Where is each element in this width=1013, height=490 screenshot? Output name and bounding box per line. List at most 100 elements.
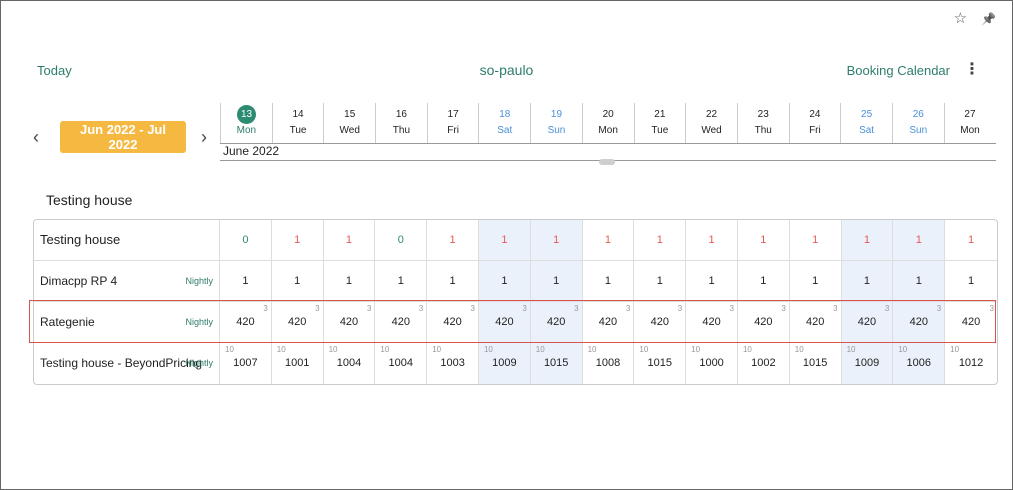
grid-cell[interactable]: 1 (583, 261, 635, 301)
grid-cell[interactable]: 0 (220, 220, 272, 260)
star-icon[interactable]: ☆ (953, 10, 968, 27)
section-title: Testing house (46, 192, 133, 208)
grid-cell[interactable]: 1004 10 (375, 343, 428, 384)
more-menu-icon[interactable]: ⋮ (964, 61, 980, 78)
grid-cell[interactable]: 420 3 (893, 302, 946, 342)
grid-cell[interactable]: 420 3 (738, 302, 790, 342)
day-header-23[interactable]: 23 Thu (736, 103, 789, 143)
min-stay-value: 3 (833, 304, 838, 313)
grid-cell[interactable]: 1 (841, 220, 894, 260)
row-name: Dimacpp RP 4 (40, 274, 118, 288)
grid-cell[interactable]: 420 3 (272, 302, 324, 342)
grid-cell[interactable]: 1015 10 (634, 343, 687, 384)
grid-cell[interactable]: 1 (686, 220, 738, 260)
chevron-right-icon[interactable]: › (201, 127, 207, 147)
cell-value: 1 (915, 234, 922, 246)
grid-cell[interactable]: 1 (427, 220, 479, 260)
grid-cell[interactable]: 420 3 (427, 302, 479, 342)
grid-cell[interactable]: 420 3 (530, 302, 583, 342)
day-header-25[interactable]: 25 Sat (840, 103, 892, 143)
grid-cell[interactable]: 1 (478, 261, 531, 301)
grid-cell[interactable]: 1 (634, 220, 687, 260)
day-header-17[interactable]: 17 Fri (426, 103, 479, 143)
day-header-13[interactable]: 13 Mon (220, 103, 272, 143)
chevron-left-icon[interactable]: ‹ (33, 127, 39, 147)
today-button[interactable]: Today (37, 63, 72, 78)
grid-cell[interactable]: 0 (375, 220, 428, 260)
grid-cell[interactable]: 1 (478, 220, 531, 260)
day-header-20[interactable]: 20 Mon (581, 103, 634, 143)
cell-value: 1002 (751, 357, 776, 369)
date-range-button[interactable]: Jun 2022 - Jul 2022 (60, 121, 186, 153)
grid-cell[interactable]: 1 (634, 261, 687, 301)
grid-cell[interactable]: 1 (375, 261, 428, 301)
cell-value: 1008 (595, 357, 621, 369)
grid-cell[interactable]: 1 (220, 261, 272, 301)
day-of-week: Sun (909, 125, 928, 136)
grid-cell[interactable]: 420 3 (634, 302, 687, 342)
day-number: 17 (447, 109, 459, 120)
grid-cell[interactable]: 420 3 (945, 302, 997, 342)
grid-cell[interactable]: 1 (945, 261, 997, 301)
grid-cell[interactable]: 1 (738, 220, 790, 260)
grid-cell[interactable]: 1012 10 (945, 343, 997, 384)
day-header-24[interactable]: 24 Fri (788, 103, 841, 143)
scroll-handle[interactable] (599, 159, 615, 165)
grid-cell[interactable]: 1 (790, 220, 842, 260)
grid-cell[interactable]: 1004 10 (324, 343, 376, 384)
day-header-19[interactable]: 19 Sun (530, 103, 582, 143)
grid-cell[interactable]: 1 (790, 261, 842, 301)
day-header-27[interactable]: 27 Mon (943, 103, 996, 143)
grid-cell[interactable]: 1 (324, 261, 376, 301)
grid-cell[interactable]: 1002 10 (738, 343, 790, 384)
grid-cell[interactable]: 420 3 (686, 302, 738, 342)
grid-cell[interactable]: 1006 10 (893, 343, 946, 384)
rate-type-tag: Nightly (185, 358, 213, 368)
grid-cell[interactable]: 1000 10 (686, 343, 738, 384)
grid-cell[interactable]: 1 (530, 261, 583, 301)
day-header-16[interactable]: 16 Thu (375, 103, 427, 143)
grid-cell[interactable]: 1009 10 (841, 343, 894, 384)
row-label: Testing house (34, 220, 220, 260)
grid-cell[interactable]: 1 (945, 220, 997, 260)
grid-cell[interactable]: 1 (272, 261, 324, 301)
pin-icon[interactable]: 📌 (981, 12, 996, 26)
grid-cell[interactable]: 420 3 (220, 302, 272, 342)
day-header-18[interactable]: 18 Sat (478, 103, 530, 143)
grid-cell[interactable]: 1 (893, 220, 946, 260)
grid-cell[interactable]: 1008 10 (583, 343, 635, 384)
day-of-week: Fri (447, 125, 459, 136)
grid-cell[interactable]: 1001 10 (272, 343, 324, 384)
grid-cell[interactable]: 1 (530, 220, 583, 260)
grid-cell[interactable]: 1 (738, 261, 790, 301)
grid-cell[interactable]: 1 (841, 261, 894, 301)
cell-value: 1 (294, 275, 301, 287)
day-number: 21 (654, 109, 666, 120)
day-header-14[interactable]: 14 Tue (271, 103, 324, 143)
grid-cell[interactable]: 1003 10 (427, 343, 479, 384)
min-stay-value: 10 (846, 345, 856, 354)
grid-cell[interactable]: 1009 10 (478, 343, 531, 384)
grid-cell[interactable]: 420 3 (790, 302, 842, 342)
grid-cell[interactable]: 420 3 (478, 302, 531, 342)
grid-cell[interactable]: 1 (893, 261, 946, 301)
grid-cell[interactable]: 1 (324, 220, 376, 260)
day-header-15[interactable]: 15 Wed (323, 103, 375, 143)
grid-cell[interactable]: 420 3 (375, 302, 428, 342)
booking-calendar-link[interactable]: Booking Calendar (846, 63, 950, 78)
day-header-21[interactable]: 21 Tue (633, 103, 686, 143)
grid-cell[interactable]: 1007 10 (220, 343, 272, 384)
grid-cell[interactable]: 420 3 (324, 302, 376, 342)
day-header-22[interactable]: 22 Wed (685, 103, 737, 143)
grid-cell[interactable]: 420 3 (841, 302, 894, 342)
min-stay-value: 3 (677, 304, 683, 313)
grid-cell[interactable]: 1015 10 (790, 343, 842, 384)
grid-cell[interactable]: 1 (272, 220, 324, 260)
grid-cell[interactable]: 420 3 (583, 302, 635, 342)
grid-cell[interactable]: 1 (427, 261, 479, 301)
min-stay-value: 3 (989, 304, 994, 313)
grid-cell[interactable]: 1015 10 (530, 343, 583, 384)
day-header-26[interactable]: 26 Sun (891, 103, 944, 143)
grid-cell[interactable]: 1 (686, 261, 738, 301)
grid-cell[interactable]: 1 (583, 220, 635, 260)
